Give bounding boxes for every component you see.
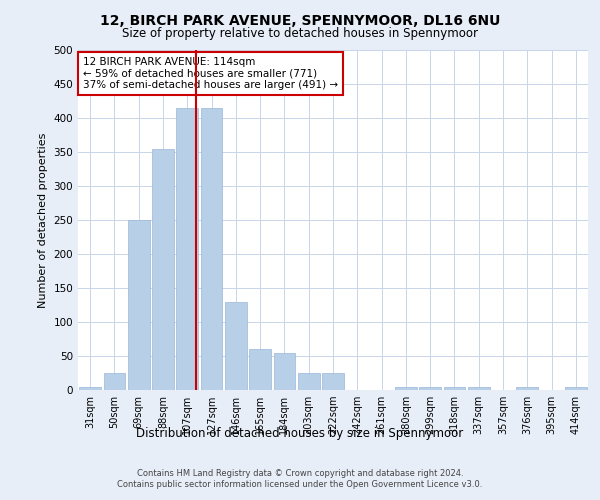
Bar (517, 386, 538, 390)
Bar (274, 352, 295, 390)
Bar (152, 148, 174, 390)
Bar (104, 373, 125, 390)
Bar (322, 373, 344, 390)
Bar (298, 373, 320, 390)
Text: 12 BIRCH PARK AVENUE: 114sqm
← 59% of detached houses are smaller (771)
37% of s: 12 BIRCH PARK AVENUE: 114sqm ← 59% of de… (83, 57, 338, 90)
Bar (419, 386, 441, 390)
Bar (225, 302, 247, 390)
Bar (468, 386, 490, 390)
Y-axis label: Number of detached properties: Number of detached properties (38, 132, 48, 308)
Text: Distribution of detached houses by size in Spennymoor: Distribution of detached houses by size … (136, 428, 464, 440)
Bar (395, 386, 417, 390)
Text: 12, BIRCH PARK AVENUE, SPENNYMOOR, DL16 6NU: 12, BIRCH PARK AVENUE, SPENNYMOOR, DL16 … (100, 14, 500, 28)
Text: Contains public sector information licensed under the Open Government Licence v3: Contains public sector information licen… (118, 480, 482, 489)
Text: Contains HM Land Registry data © Crown copyright and database right 2024.: Contains HM Land Registry data © Crown c… (137, 469, 463, 478)
Bar (79, 386, 101, 390)
Bar (249, 349, 271, 390)
Text: Size of property relative to detached houses in Spennymoor: Size of property relative to detached ho… (122, 28, 478, 40)
Bar (443, 386, 466, 390)
Bar (176, 108, 198, 390)
Bar (565, 386, 587, 390)
Bar (128, 220, 149, 390)
Bar (200, 108, 223, 390)
